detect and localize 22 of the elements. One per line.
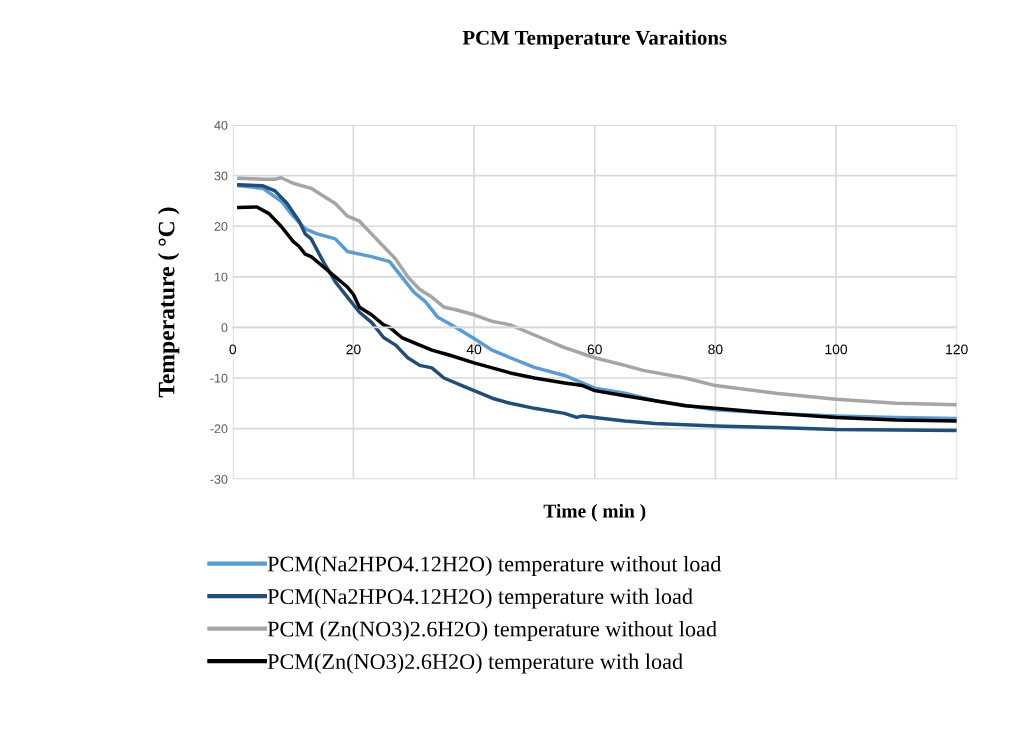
- chart-title: PCM Temperature Varaitions: [462, 30, 727, 49]
- legend-label: PCM(Na2HPO4.12H2O) temperature with load: [267, 588, 693, 609]
- x-tick-label: 80: [708, 344, 723, 355]
- y-tick-label: 10: [214, 272, 228, 282]
- x-axis-title: Time ( min ): [543, 503, 646, 522]
- y-axis-title: Temperature ( °C ): [157, 207, 180, 398]
- y-tick-label: -10: [210, 373, 228, 383]
- y-tick-label: 40: [214, 120, 228, 130]
- legend-label: PCM(Na2HPO4.12H2O) temperature without load: [267, 555, 722, 577]
- y-tick-label: 30: [214, 171, 228, 181]
- x-tick-label: 20: [346, 344, 361, 355]
- legend-label: PCM(Zn(NO3)2.6H2O) temperature with load: [267, 653, 683, 674]
- x-tick-label: 40: [466, 344, 482, 355]
- x-tick-label: 100: [825, 344, 848, 355]
- x-tick-label: 0: [229, 344, 237, 355]
- x-tick-label: 60: [587, 344, 602, 355]
- x-tick-label: 120: [946, 344, 968, 355]
- y-tick-label: -20: [210, 424, 228, 434]
- y-tick-label: -30: [210, 474, 228, 484]
- legend-label: PCM (Zn(NO3)2.6H2O) temperature without load: [267, 620, 717, 642]
- y-tick-label: 0: [221, 323, 228, 333]
- y-tick-label: 20: [214, 222, 228, 231]
